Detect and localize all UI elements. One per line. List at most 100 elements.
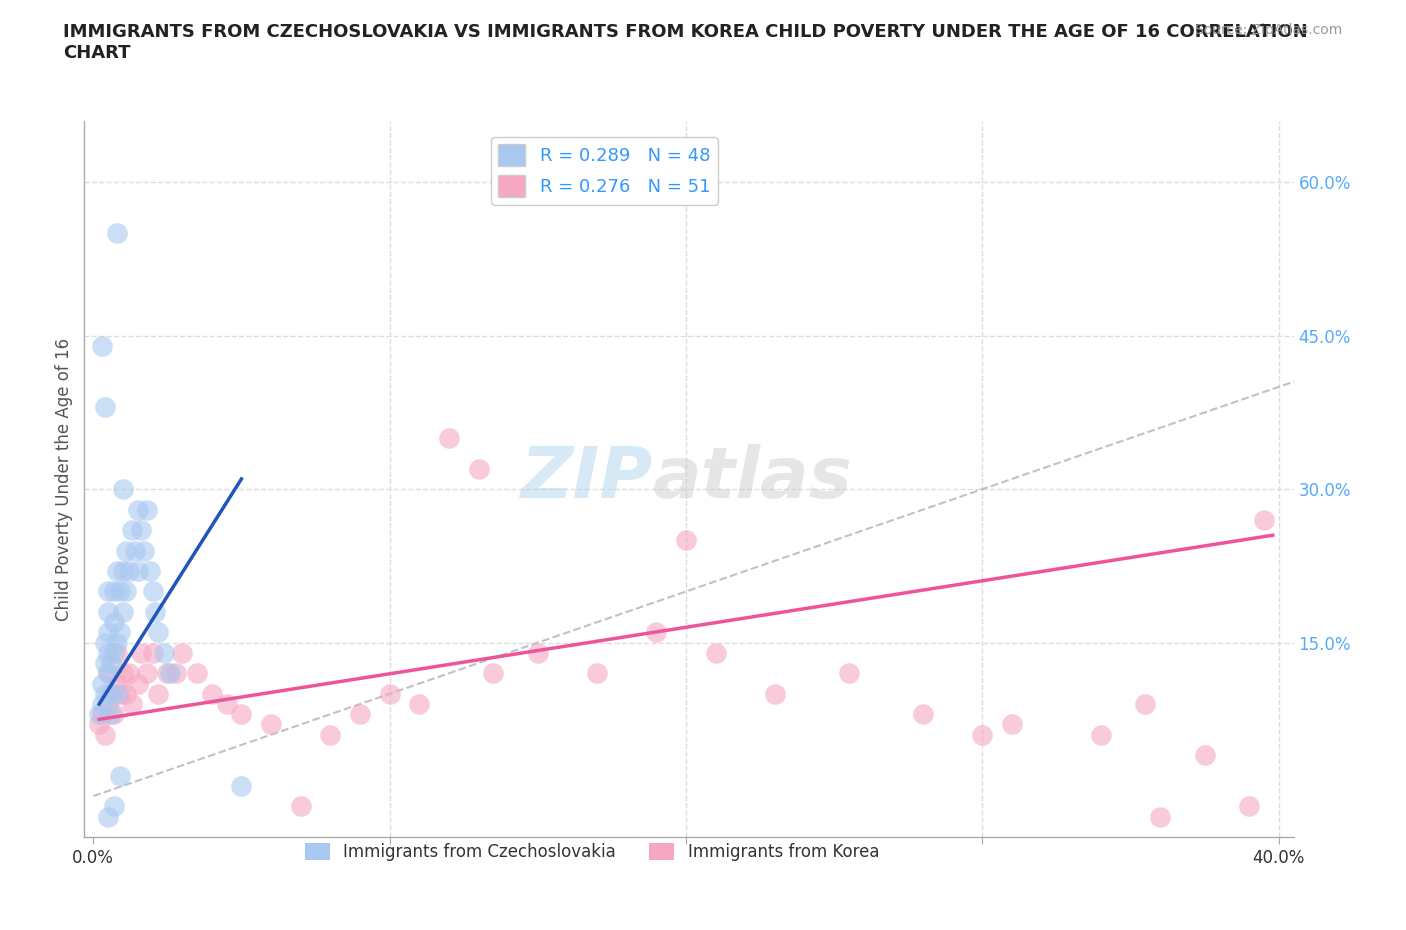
Point <box>118 564 141 578</box>
Point <box>94 686 117 701</box>
Point <box>108 625 131 640</box>
Point <box>105 564 128 578</box>
Point <box>172 645 194 660</box>
Point <box>94 727 117 742</box>
Point <box>231 778 253 793</box>
Point <box>675 533 697 548</box>
Point <box>108 584 131 599</box>
Point <box>100 707 122 722</box>
Point <box>201 686 224 701</box>
Point <box>94 635 117 650</box>
Text: Source: ZipAtlas.com: Source: ZipAtlas.com <box>1195 23 1343 37</box>
Point <box>231 707 253 722</box>
Point <box>838 666 860 681</box>
Point <box>437 431 460 445</box>
Point <box>91 339 114 353</box>
Point <box>135 502 157 517</box>
Point <box>105 226 128 241</box>
Point <box>1001 717 1024 732</box>
Text: ZIP: ZIP <box>520 445 652 513</box>
Point <box>89 717 111 732</box>
Point <box>100 686 122 701</box>
Point <box>159 666 181 681</box>
Point <box>378 686 401 701</box>
Point <box>97 666 120 681</box>
Point <box>97 666 120 681</box>
Point <box>1135 697 1157 711</box>
Point <box>103 615 125 630</box>
Point <box>103 584 125 599</box>
Point <box>290 799 312 814</box>
Point <box>91 697 114 711</box>
Point <box>127 502 149 517</box>
Point <box>103 707 125 722</box>
Point <box>153 645 176 660</box>
Point <box>121 523 143 538</box>
Point <box>138 564 160 578</box>
Point <box>349 707 371 722</box>
Point <box>586 666 609 681</box>
Point <box>91 676 114 691</box>
Text: atlas: atlas <box>652 445 852 513</box>
Point <box>111 666 134 681</box>
Point <box>260 717 283 732</box>
Point <box>127 676 149 691</box>
Point <box>408 697 430 711</box>
Point <box>111 564 134 578</box>
Point <box>111 604 134 619</box>
Point <box>148 625 170 640</box>
Y-axis label: Child Poverty Under the Age of 16: Child Poverty Under the Age of 16 <box>55 338 73 620</box>
Point <box>100 656 122 671</box>
Point <box>135 666 157 681</box>
Point <box>118 666 141 681</box>
Point <box>319 727 342 742</box>
Legend: Immigrants from Czechoslovakia, Immigrants from Korea: Immigrants from Czechoslovakia, Immigran… <box>298 837 886 868</box>
Point <box>215 697 238 711</box>
Point <box>97 697 120 711</box>
Point <box>97 809 120 824</box>
Point <box>912 707 935 722</box>
Point <box>111 482 134 497</box>
Point <box>105 635 128 650</box>
Point <box>105 686 128 701</box>
Point <box>704 645 727 660</box>
Point <box>141 645 163 660</box>
Point <box>97 625 120 640</box>
Point <box>1253 512 1275 527</box>
Point <box>103 799 125 814</box>
Point <box>972 727 994 742</box>
Point <box>94 656 117 671</box>
Point <box>467 461 489 476</box>
Point <box>1237 799 1260 814</box>
Point <box>115 543 138 558</box>
Point <box>108 686 131 701</box>
Point <box>145 604 167 619</box>
Point <box>645 625 668 640</box>
Point <box>121 697 143 711</box>
Point <box>763 686 786 701</box>
Point <box>124 543 146 558</box>
Point <box>89 707 111 722</box>
Point <box>97 604 120 619</box>
Point <box>94 400 117 415</box>
Point <box>186 666 208 681</box>
Point <box>108 768 131 783</box>
Point <box>115 584 138 599</box>
Point <box>91 707 114 722</box>
Point <box>127 564 149 578</box>
Point <box>105 676 128 691</box>
Point <box>141 584 163 599</box>
Point <box>1194 748 1216 763</box>
Point <box>100 686 122 701</box>
Point <box>148 686 170 701</box>
Point <box>97 645 120 660</box>
Point <box>115 686 138 701</box>
Point <box>97 584 120 599</box>
Point <box>165 666 187 681</box>
Point <box>105 645 128 660</box>
Point <box>129 523 152 538</box>
Point <box>527 645 550 660</box>
Point <box>129 645 152 660</box>
Point <box>1090 727 1112 742</box>
Point <box>482 666 505 681</box>
